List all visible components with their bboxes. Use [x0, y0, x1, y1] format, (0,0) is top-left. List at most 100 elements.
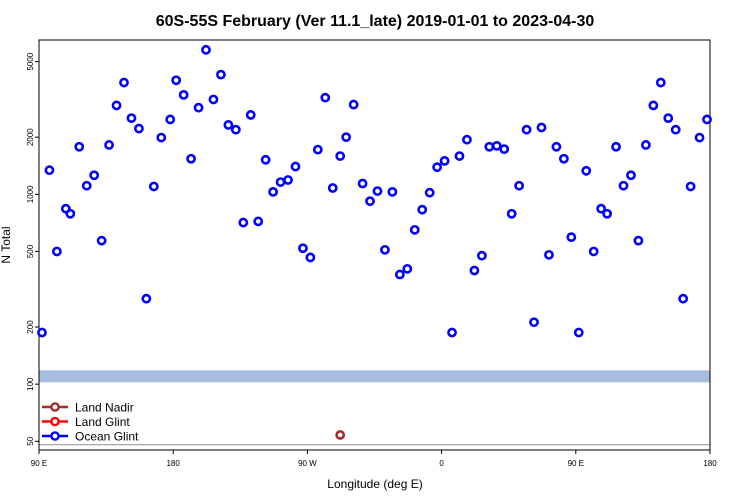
data-point — [506, 208, 517, 219]
data-point — [499, 144, 510, 155]
y-axis-label: N Total — [0, 226, 13, 263]
data-point — [238, 217, 249, 228]
data-point — [357, 178, 368, 189]
x-tick-label: 180 — [703, 459, 717, 468]
data-point — [640, 140, 651, 150]
legend-marker — [50, 416, 60, 427]
data-point — [290, 161, 301, 172]
data-point — [648, 100, 659, 111]
x-tick-label: 90 W — [298, 459, 317, 468]
data-point — [558, 153, 569, 164]
data-point — [417, 204, 428, 215]
data-point — [439, 155, 450, 166]
data-point — [312, 144, 323, 155]
data-point — [275, 177, 286, 187]
y-tick-label: 100 — [26, 377, 35, 391]
data-point — [37, 327, 47, 338]
data-point — [253, 216, 264, 227]
data-point — [89, 170, 100, 181]
data-point — [633, 235, 644, 246]
data-point — [402, 263, 413, 274]
data-point — [111, 100, 122, 111]
data-point — [148, 181, 159, 192]
data-point — [536, 122, 547, 133]
data-point — [104, 140, 114, 150]
x-tick-label: 0 — [439, 459, 444, 468]
data-point — [670, 124, 681, 135]
data-point — [702, 114, 712, 125]
x-tick-label: 90 E — [568, 459, 584, 468]
legend-label: Ocean Glint — [75, 430, 139, 444]
data-point — [566, 232, 577, 243]
data-point — [141, 293, 152, 304]
data-point — [365, 196, 375, 207]
data-point — [134, 123, 144, 134]
x-axis-label: Longitude (deg E) — [327, 477, 422, 491]
data-point — [394, 269, 405, 280]
data-point — [484, 141, 495, 152]
data-point — [201, 44, 211, 55]
data-point — [544, 249, 554, 260]
data-point — [678, 293, 689, 304]
data-point — [447, 327, 457, 338]
data-point — [462, 134, 472, 145]
y-tick-label: 1000 — [26, 185, 35, 203]
data-point — [685, 181, 696, 192]
data-point — [476, 250, 487, 261]
data-point — [96, 235, 107, 246]
x-tick-label: 90 E — [31, 459, 47, 468]
data-point — [424, 187, 435, 198]
legend-label: Land Nadir — [75, 401, 134, 415]
data-point — [655, 77, 666, 88]
data-point — [618, 180, 629, 191]
data-point — [454, 151, 465, 161]
data-point — [216, 69, 226, 80]
data-point — [469, 265, 480, 276]
x-tick-label: 180 — [167, 459, 181, 468]
data-point — [81, 180, 92, 191]
y-tick-label: 50 — [26, 436, 35, 445]
reference-band — [39, 370, 710, 383]
data-point — [44, 165, 55, 176]
data-point — [268, 186, 279, 197]
data-point — [260, 154, 271, 165]
data-point — [305, 252, 316, 263]
data-point — [596, 203, 607, 214]
data-point — [663, 113, 674, 124]
data-point — [387, 186, 398, 197]
data-point — [178, 89, 189, 100]
data-point — [626, 170, 636, 181]
data-point — [581, 165, 592, 176]
data-point — [165, 114, 176, 125]
data-point — [602, 208, 613, 219]
data-point — [611, 141, 621, 152]
plot-area: 50 100 200 500 1000 2000 5000 90 E 180 90 W 0 90 E 1… — [26, 39, 717, 468]
data-point — [432, 162, 443, 173]
data-point — [521, 124, 532, 135]
data-point — [529, 317, 539, 328]
legend-marker — [50, 402, 60, 412]
data-point — [186, 153, 196, 164]
y-tick-label: 2000 — [26, 128, 35, 146]
data-point — [245, 110, 256, 120]
data-point — [380, 244, 390, 255]
y-tick-label: 500 — [26, 244, 35, 258]
data-point — [320, 92, 331, 103]
plot-frame — [38, 39, 711, 451]
data-point — [348, 99, 359, 110]
data-point — [341, 132, 352, 143]
data-point — [208, 94, 219, 105]
data-point — [171, 75, 182, 86]
data-point — [335, 430, 346, 440]
data-point — [514, 180, 525, 191]
data-point — [126, 113, 137, 124]
data-point — [573, 327, 584, 338]
data-point — [409, 224, 420, 235]
data-point — [230, 124, 241, 135]
data-point — [491, 140, 502, 151]
data-point — [298, 243, 308, 254]
data-point — [74, 141, 85, 152]
data-point — [156, 132, 167, 143]
